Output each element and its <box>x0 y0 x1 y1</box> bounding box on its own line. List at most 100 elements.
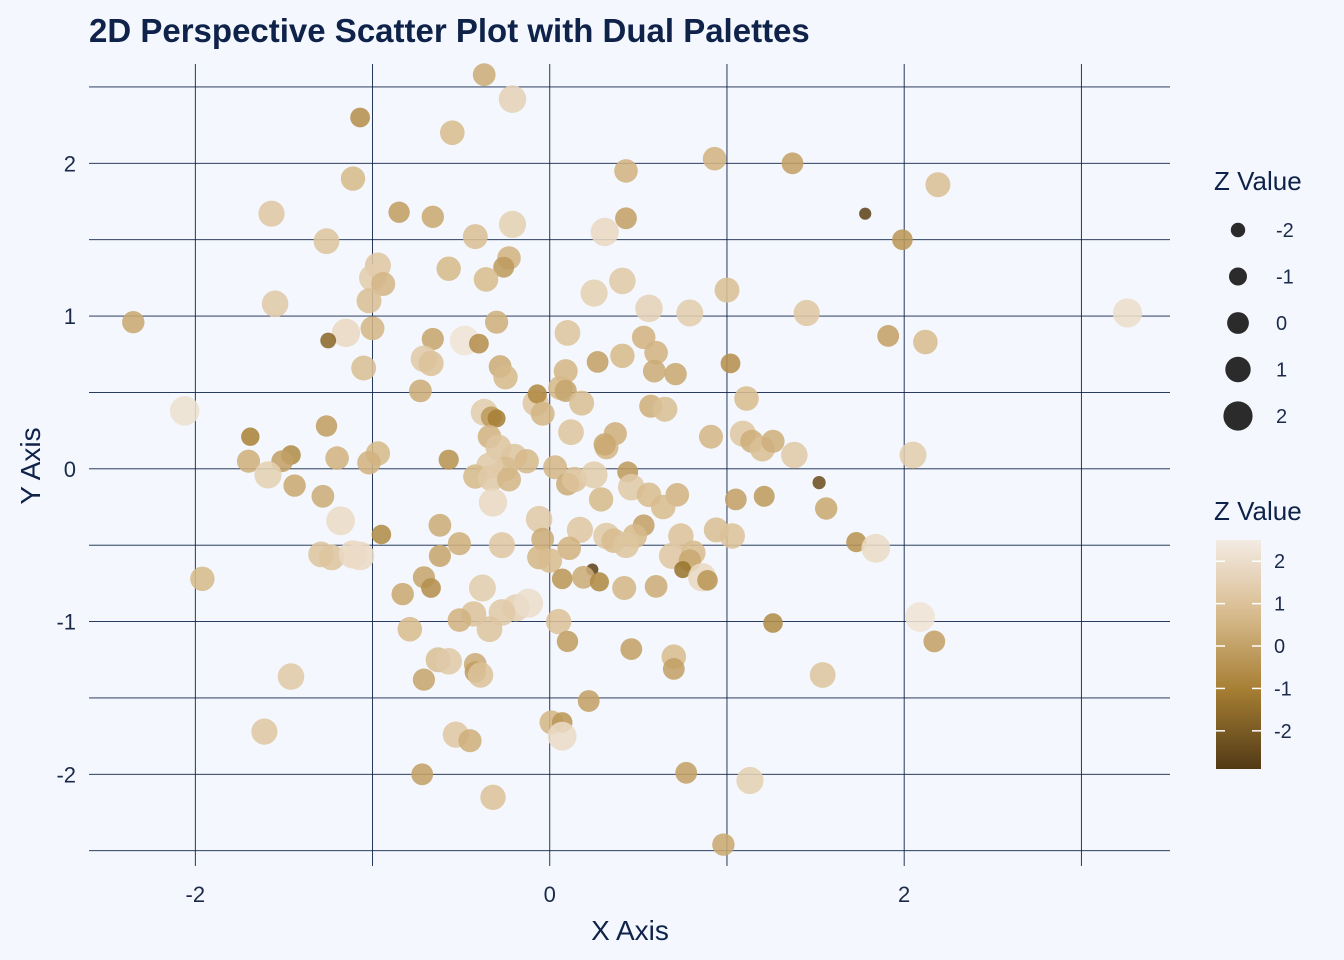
scatter-point <box>350 107 370 128</box>
scatter-point <box>753 485 775 507</box>
color-legend-title: Z Value <box>1214 496 1302 526</box>
scatter-point <box>340 166 366 191</box>
scatter-point <box>468 574 496 602</box>
scatter-point <box>458 729 482 753</box>
size-legend-key <box>1225 356 1251 383</box>
scatter-point <box>397 616 423 642</box>
scatter-point <box>320 332 337 349</box>
y-tick-label: 2 <box>64 151 76 176</box>
scatter-point <box>440 120 465 145</box>
scatter-point <box>547 721 577 751</box>
size-legend-label: -2 <box>1276 220 1294 242</box>
scatter-point <box>763 613 783 633</box>
scatter-point <box>697 570 718 591</box>
scatter-point <box>580 279 608 307</box>
scatter-point <box>736 766 764 795</box>
scatter-point <box>537 548 563 573</box>
scatter-point <box>609 267 636 295</box>
color-legend-label: -1 <box>1274 678 1292 700</box>
scatter-point <box>122 311 145 334</box>
scatter-point <box>438 449 459 470</box>
scatter-point <box>421 578 441 598</box>
scatter-point <box>674 561 692 579</box>
scatter-point <box>325 446 349 470</box>
scatter-point <box>554 320 581 346</box>
scatter-point <box>589 572 610 592</box>
y-tick-label: -1 <box>56 610 76 635</box>
scatter-point <box>644 575 668 598</box>
scatter-point <box>241 427 260 446</box>
scatter-point <box>676 299 704 327</box>
scatter-point <box>283 474 306 497</box>
scatter-point <box>251 718 278 745</box>
scatter-point <box>572 565 595 589</box>
size-legend-label: -1 <box>1276 267 1294 289</box>
y-tick-label: 0 <box>64 457 76 482</box>
scatter-point <box>527 384 547 404</box>
x-tick-labels: -2 0 2 <box>186 882 911 907</box>
scatter-point <box>356 288 382 314</box>
scatter-point <box>613 532 639 559</box>
scatter-point <box>809 662 836 688</box>
scatter-point <box>586 351 609 373</box>
scatter-point <box>498 85 527 113</box>
scatter-point <box>720 353 741 374</box>
scatter-point <box>351 355 377 381</box>
scatter-point <box>531 527 555 551</box>
scatter-point <box>514 449 539 474</box>
scatter-point <box>650 494 676 520</box>
scatter-point <box>590 217 619 247</box>
scatter-point <box>545 608 572 635</box>
scatter-point <box>480 784 506 810</box>
x-tick-label: -2 <box>186 882 206 907</box>
scatter-point <box>485 310 509 334</box>
size-legend-key <box>1229 267 1247 286</box>
scatter-point <box>326 506 355 536</box>
scatter-point <box>261 290 289 318</box>
scatter-point <box>418 350 444 377</box>
scatter-point <box>577 690 600 712</box>
scatter-point <box>476 616 503 643</box>
scatter-point <box>859 207 872 220</box>
scatter-point <box>615 207 637 230</box>
scatter-point <box>652 396 678 422</box>
scatter-point <box>1112 298 1143 328</box>
scatter-point <box>556 630 579 653</box>
data-points <box>122 63 1143 856</box>
scatter-point <box>469 333 489 354</box>
scatter-point <box>557 536 581 561</box>
scatter-point <box>472 63 496 87</box>
scatter-point <box>258 200 285 227</box>
scatter-point <box>714 277 740 303</box>
scatter-point <box>497 467 521 492</box>
scatter-point <box>781 441 808 469</box>
color-legend: Z Value 2 1 0 -1 -2 <box>1214 496 1302 769</box>
scatter-point <box>478 464 505 492</box>
scatter-point <box>412 668 435 691</box>
scatter-point <box>478 488 508 517</box>
scatter-point <box>331 318 361 348</box>
scatter-point <box>569 390 595 416</box>
scatter-point <box>734 386 759 411</box>
scatter-point <box>861 533 891 563</box>
scatter-point <box>551 568 573 590</box>
size-legend-label: 1 <box>1276 360 1287 382</box>
scatter-point <box>315 415 338 437</box>
scatter-point <box>493 365 518 390</box>
scatter-point <box>447 608 472 632</box>
scatter-point <box>925 172 951 198</box>
scatter-point <box>812 476 826 490</box>
x-axis-label: X Axis <box>591 915 669 946</box>
scatter-point <box>311 484 335 508</box>
scatter-point <box>530 401 555 426</box>
scatter-point <box>793 299 820 327</box>
color-bar <box>1216 540 1261 769</box>
scatter-point <box>724 488 747 511</box>
scatter-point <box>473 267 499 292</box>
y-axis-label: Y Axis <box>15 427 46 504</box>
scatter-point <box>702 146 727 171</box>
scatter-point <box>610 343 635 368</box>
scatter-point <box>543 455 568 480</box>
size-legend-label: 0 <box>1276 313 1287 335</box>
